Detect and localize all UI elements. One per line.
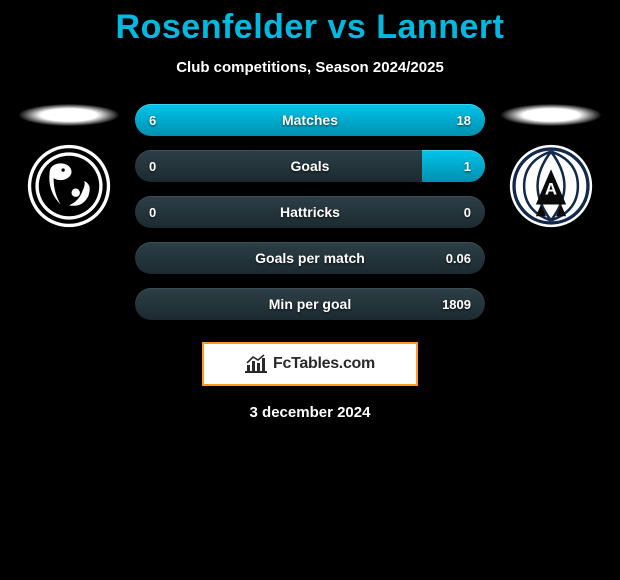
stat-bar: Matches6 18 bbox=[135, 104, 485, 136]
stat-value-right: 18 bbox=[457, 104, 471, 136]
brand-badge[interactable]: FcTables.com bbox=[202, 342, 418, 386]
stat-value-right: 0 bbox=[464, 196, 471, 228]
stat-label: Goals per match bbox=[135, 242, 485, 274]
right-player-col: A bbox=[501, 104, 601, 228]
stats-column: Matches618Goals01Hattricks00Goals per ma… bbox=[135, 104, 485, 320]
stat-value-left: 6 bbox=[149, 104, 156, 136]
stat-label: Goals bbox=[135, 150, 485, 182]
chart-icon bbox=[245, 354, 267, 374]
stat-value-right: 1809 bbox=[442, 288, 471, 320]
stat-value-right: 1 bbox=[464, 150, 471, 182]
date-text: 3 december 2024 bbox=[0, 404, 620, 421]
stat-value-right: 0.06 bbox=[446, 242, 471, 274]
club-crest-right-icon: A bbox=[509, 144, 593, 228]
stat-bar: Hattricks0 0 bbox=[135, 196, 485, 228]
subtitle: Club competitions, Season 2024/2025 bbox=[0, 59, 620, 76]
sc-freiburg-crest bbox=[27, 144, 111, 228]
stat-label: Min per goal bbox=[135, 288, 485, 320]
main-row: Matches618Goals01Hattricks00Goals per ma… bbox=[0, 104, 620, 320]
svg-text:A: A bbox=[545, 179, 557, 198]
arminia-bielefeld-crest: A bbox=[509, 144, 593, 228]
page-title: Rosenfelder vs Lannert bbox=[0, 8, 620, 47]
stat-bar: Goals per match0.06 bbox=[135, 242, 485, 274]
left-player-col bbox=[19, 104, 119, 228]
club-crest-left-icon bbox=[27, 144, 111, 228]
brand-text: FcTables.com bbox=[273, 355, 375, 373]
stat-bar: Min per goal1809 bbox=[135, 288, 485, 320]
stat-value-left: 0 bbox=[149, 196, 156, 228]
stat-label: Hattricks bbox=[135, 196, 485, 228]
stat-value-left: 0 bbox=[149, 150, 156, 182]
avatar-halo bbox=[19, 104, 119, 126]
stat-bar: Goals0 1 bbox=[135, 150, 485, 182]
avatar-halo bbox=[501, 104, 601, 126]
stat-label: Matches bbox=[135, 104, 485, 136]
comparison-card: Rosenfelder vs Lannert Club competitions… bbox=[0, 0, 620, 421]
